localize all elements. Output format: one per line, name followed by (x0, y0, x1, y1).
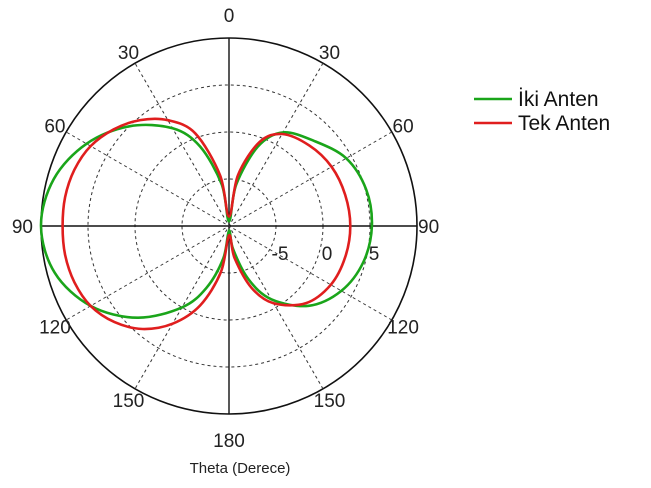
angle-tick-label: 90 (12, 217, 33, 238)
x-axis-label: Theta (Derece) (190, 460, 291, 477)
radial-tick-label: 0 (322, 244, 333, 265)
legend-item-label: Tek Anten (518, 112, 610, 135)
angle-tick-label: 150 (113, 391, 145, 412)
angle-tick-label: 120 (39, 318, 71, 339)
angle-tick-label: 60 (393, 117, 414, 138)
angle-tick-label: 150 (314, 391, 346, 412)
series-line-2 (61, 117, 352, 331)
series-line-1 (39, 123, 374, 320)
angle-tick-label: 90 (418, 217, 439, 238)
angle-tick-label: 120 (387, 318, 419, 339)
angle-tick-label: 60 (44, 117, 65, 138)
angle-tick-label: 30 (118, 43, 139, 64)
angle-tick-label: 0 (224, 6, 235, 27)
radial-tick-label: -5 (272, 244, 289, 265)
angle-tick-label: 180 (213, 431, 245, 452)
angle-grid-line (134, 62, 324, 390)
legend-item-label: İki Anten (518, 88, 599, 111)
series-layer (39, 117, 374, 331)
radial-tick-label: 5 (369, 244, 380, 265)
tick-labels: 0 30 30 60 60 90 90 120 120 150 150 180 -5 0 5 (12, 6, 439, 452)
polar-grid (40, 37, 418, 415)
angle-tick-label: 30 (319, 43, 340, 64)
